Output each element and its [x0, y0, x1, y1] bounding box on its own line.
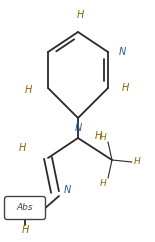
- Text: H: H: [95, 131, 102, 141]
- Text: N: N: [118, 47, 126, 57]
- Text: H: H: [24, 85, 32, 95]
- Text: H: H: [76, 10, 84, 20]
- Text: H: H: [134, 158, 140, 166]
- Text: H: H: [19, 143, 26, 153]
- Text: N: N: [63, 185, 71, 195]
- Text: H: H: [21, 225, 29, 235]
- Text: H: H: [100, 133, 106, 142]
- FancyBboxPatch shape: [4, 197, 46, 219]
- Text: N: N: [74, 123, 82, 133]
- Text: Abs: Abs: [17, 204, 33, 212]
- Text: H: H: [121, 83, 129, 93]
- Text: H: H: [100, 179, 106, 188]
